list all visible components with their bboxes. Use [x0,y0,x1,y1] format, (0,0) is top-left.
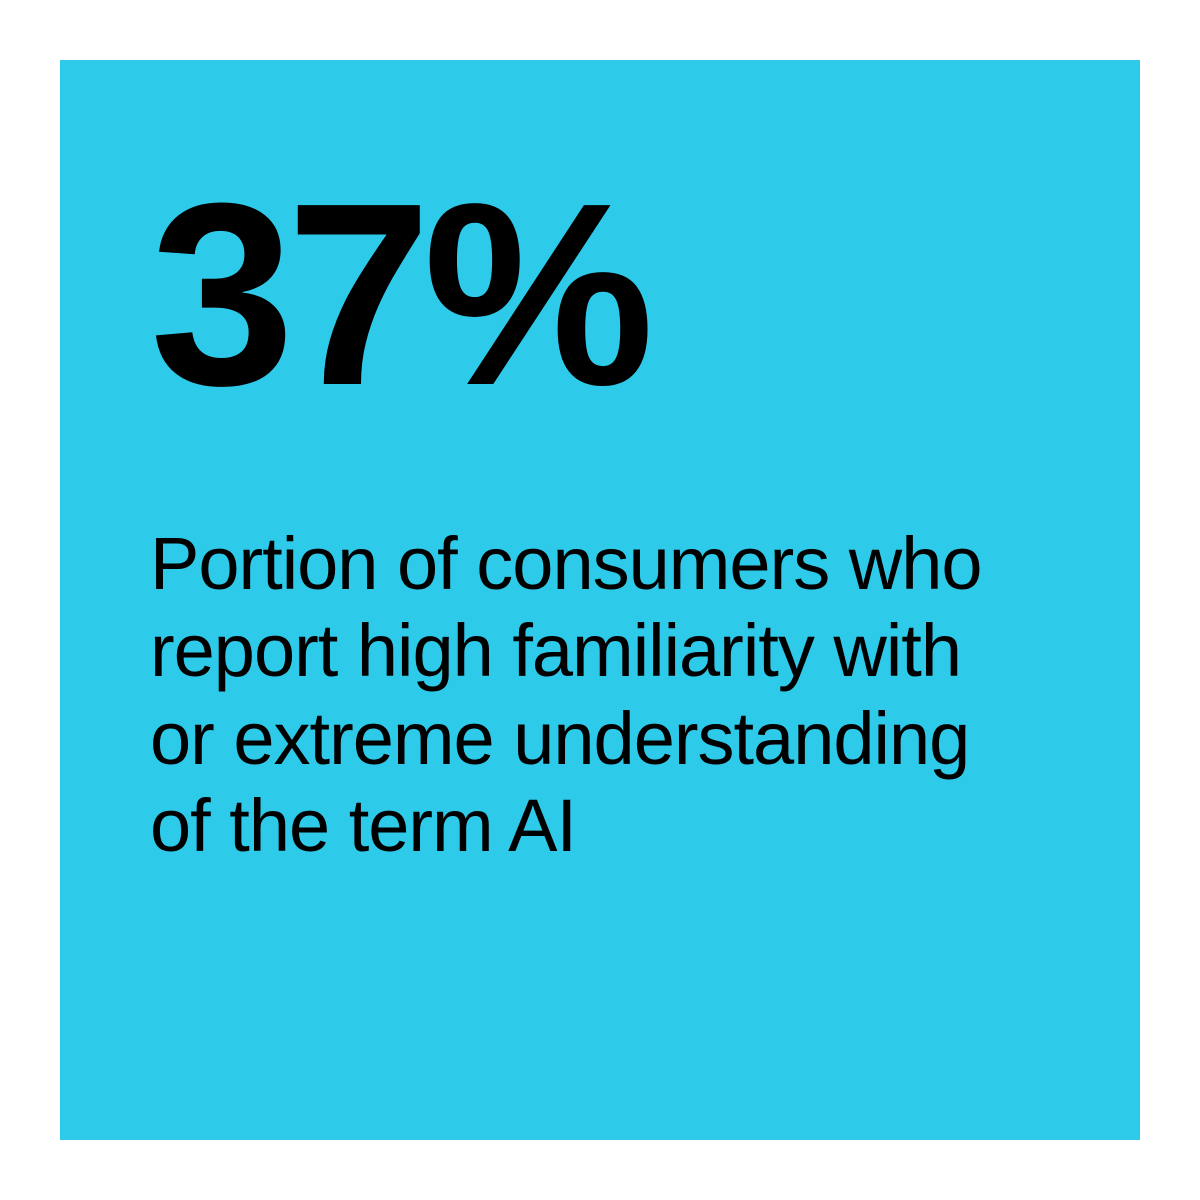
stat-value: 37% [150,165,1050,425]
stat-card: 37% Portion of consumers who report high… [60,60,1140,1140]
stat-description: Portion of consumers who report high fam… [150,520,1030,869]
